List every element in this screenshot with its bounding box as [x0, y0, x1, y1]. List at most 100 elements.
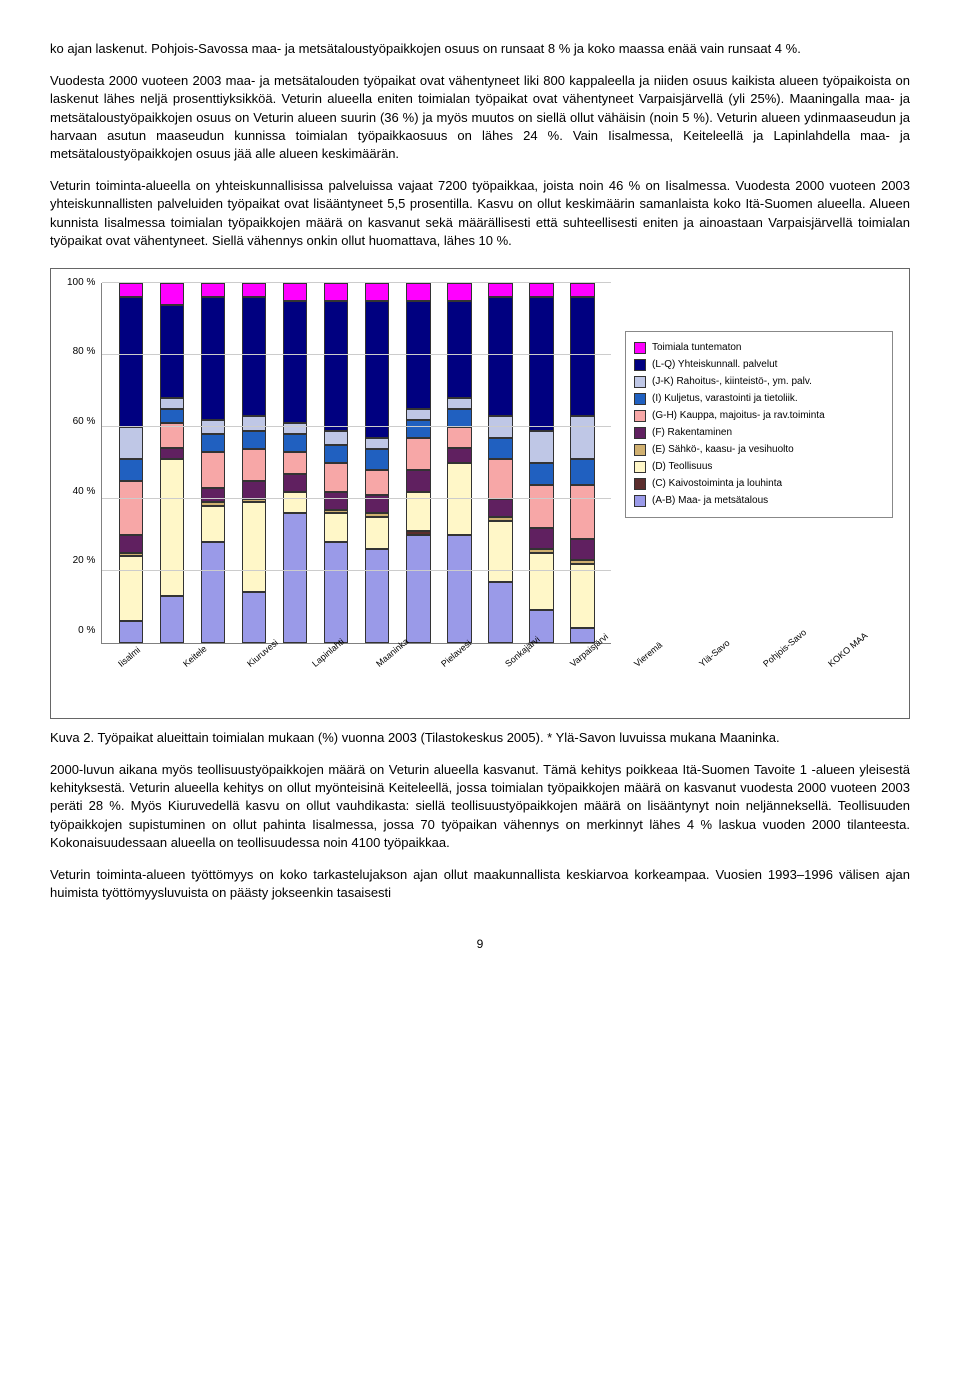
segment-tuntematon — [160, 283, 185, 305]
page-number: 9 — [50, 936, 910, 953]
segment-yhteiskunnall — [447, 301, 472, 398]
segment-rahoitus — [324, 431, 349, 445]
legend-swatch — [634, 495, 646, 507]
legend-label: (L-Q) Yhteiskunnall. palvelut — [652, 358, 777, 372]
bar-Iisalmi — [119, 283, 144, 643]
legend-swatch — [634, 410, 646, 422]
segment-teollisuus — [324, 513, 349, 542]
bar-Varpaisjärvi — [406, 283, 431, 643]
legend-item: (L-Q) Yhteiskunnall. palvelut — [634, 358, 884, 372]
segment-tuntematon — [201, 283, 226, 297]
segment-tuntematon — [406, 283, 431, 301]
legend-item: (F) Rakentaminen — [634, 426, 884, 440]
bar-Pohjois-Savo — [529, 283, 554, 643]
segment-rakentaminen — [406, 470, 431, 492]
segment-yhteiskunnall — [365, 301, 390, 438]
segment-kauppa — [201, 452, 226, 488]
segment-rakentaminen — [160, 448, 185, 459]
segment-teollisuus — [529, 553, 554, 611]
segment-yhteiskunnall — [570, 297, 595, 416]
legend-label: (I) Kuljetus, varastointi ja tietoliik. — [652, 392, 798, 406]
y-tick-label: 80 % — [67, 346, 95, 358]
legend-item: (E) Sähkö-, kaasu- ja vesihuolto — [634, 443, 884, 457]
x-axis: IisalmiKeiteleKiuruvesiLapinlahtiMaanink… — [67, 648, 893, 692]
segment-kauppa — [119, 481, 144, 535]
legend-swatch — [634, 444, 646, 456]
legend-label: (J-K) Rahoitus-, kiinteistö-, ym. palv. — [652, 375, 812, 389]
legend-swatch — [634, 376, 646, 388]
segment-kuljetus — [119, 459, 144, 481]
segment-yhteiskunnall — [283, 301, 308, 423]
segment-rahoitus — [488, 416, 513, 438]
segment-yhteiskunnall — [488, 297, 513, 416]
segment-kauppa — [242, 449, 267, 481]
segment-maametsa — [324, 542, 349, 643]
bar-KOKO MAA — [570, 283, 595, 643]
legend-label: (E) Sähkö-, kaasu- ja vesihuolto — [652, 443, 794, 457]
segment-rahoitus — [406, 409, 431, 420]
segment-kuljetus — [488, 438, 513, 460]
segment-rakentaminen — [283, 474, 308, 492]
segment-rahoitus — [160, 398, 185, 409]
y-tick-label: 0 % — [67, 625, 95, 637]
y-tick-label: 40 % — [67, 486, 95, 498]
paragraph: Veturin toiminta-alueella on yhteiskunna… — [50, 177, 910, 250]
legend-item: (C) Kaivostoiminta ja louhinta — [634, 477, 884, 491]
legend-item: (I) Kuljetus, varastointi ja tietoliik. — [634, 392, 884, 406]
segment-kauppa — [570, 485, 595, 539]
segment-rakentaminen — [488, 499, 513, 517]
legend-item: Toimiala tuntematon — [634, 341, 884, 355]
segment-yhteiskunnall — [242, 297, 267, 416]
legend-label: (F) Rakentaminen — [652, 426, 732, 440]
legend-label: (G-H) Kauppa, majoitus- ja rav.toiminta — [652, 409, 825, 423]
segment-rakentaminen — [201, 488, 226, 502]
legend-swatch — [634, 461, 646, 473]
segment-teollisuus — [488, 521, 513, 582]
legend-swatch — [634, 478, 646, 490]
y-axis: 100 %80 %60 %40 %20 %0 % — [67, 277, 101, 637]
legend-label: (A-B) Maa- ja metsätalous — [652, 494, 768, 508]
segment-tuntematon — [570, 283, 595, 297]
legend-item: (G-H) Kauppa, majoitus- ja rav.toiminta — [634, 409, 884, 423]
legend-swatch — [634, 427, 646, 439]
legend-label: (D) Teollisuus — [652, 460, 712, 474]
paragraph: Veturin toiminta-alueen työttömyys on ko… — [50, 866, 910, 902]
segment-kauppa — [365, 470, 390, 495]
chart-legend: Toimiala tuntematon (L-Q) Yhteiskunnall. … — [625, 331, 893, 518]
segment-tuntematon — [529, 283, 554, 297]
segment-maametsa — [447, 535, 472, 643]
bar-Vieremä — [447, 283, 472, 643]
segment-teollisuus — [119, 556, 144, 621]
plot-area — [101, 283, 611, 644]
segment-rakentaminen — [324, 492, 349, 510]
segment-rahoitus — [365, 438, 390, 449]
segment-teollisuus — [570, 564, 595, 629]
segment-kauppa — [406, 438, 431, 470]
segment-tuntematon — [119, 283, 144, 297]
y-tick-label: 100 % — [67, 277, 95, 289]
segment-tuntematon — [447, 283, 472, 301]
segment-tuntematon — [283, 283, 308, 301]
segment-rahoitus — [529, 431, 554, 463]
segment-rahoitus — [447, 398, 472, 409]
segment-rakentaminen — [529, 528, 554, 550]
segment-teollisuus — [160, 459, 185, 596]
segment-yhteiskunnall — [406, 301, 431, 409]
legend-item: (J-K) Rahoitus-, kiinteistö-, ym. palv. — [634, 375, 884, 389]
segment-tuntematon — [324, 283, 349, 301]
bar-Kiuruvesi — [201, 283, 226, 643]
segment-rakentaminen — [242, 481, 267, 499]
segment-yhteiskunnall — [201, 297, 226, 419]
segment-yhteiskunnall — [529, 297, 554, 430]
segment-rakentaminen — [447, 448, 472, 462]
segment-rakentaminen — [570, 539, 595, 561]
segment-teollisuus — [242, 502, 267, 592]
legend-item: (D) Teollisuus — [634, 460, 884, 474]
segment-kuljetus — [160, 409, 185, 423]
y-tick-label: 20 % — [67, 555, 95, 567]
bar-Sonkajärvi — [365, 283, 390, 643]
paragraph: ko ajan laskenut. Pohjois-Savossa maa- j… — [50, 40, 910, 58]
segment-kuljetus — [447, 409, 472, 427]
legend-swatch — [634, 342, 646, 354]
segment-kuljetus — [324, 445, 349, 463]
